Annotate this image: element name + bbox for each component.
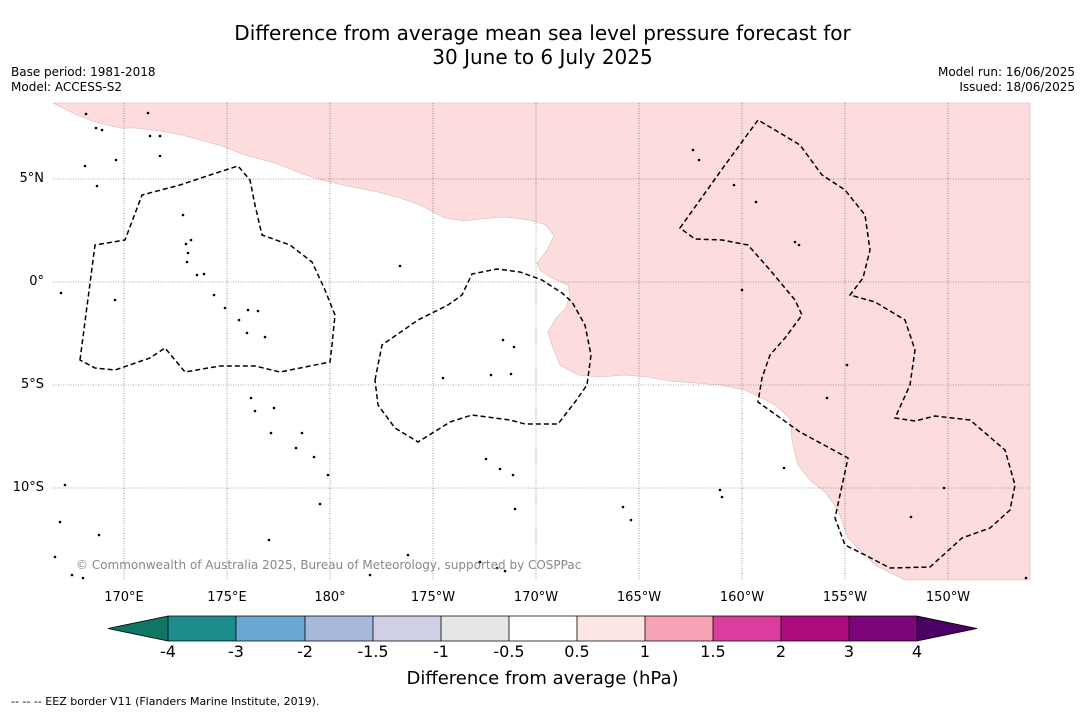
- eez-border-right: [678, 119, 1016, 569]
- meta-right: Model run: 16/06/2025 Issued: 18/06/2025: [938, 65, 1075, 95]
- colorbar-tick: -0.5: [493, 642, 525, 661]
- colorbar-tick: -1.5: [357, 642, 389, 661]
- issued-text: Issued: 18/06/2025: [959, 80, 1075, 94]
- colorbar-tick: 2: [775, 642, 787, 661]
- lon-label-165w: 165°W: [616, 590, 662, 605]
- colorbar-tick: -3: [228, 642, 244, 661]
- colorbar-segment-8: [645, 616, 713, 641]
- lat-label-10s: 10°S: [12, 480, 44, 495]
- lon-label-175e: 175°E: [207, 590, 247, 605]
- colorbar-tick: 0.5: [564, 642, 590, 661]
- colorbar-segment-11: [849, 616, 917, 641]
- base-period-text: Base period: 1981-2018: [11, 65, 156, 79]
- colorbar-low-extend: [108, 616, 168, 641]
- colorbar-segment-5: [441, 616, 509, 641]
- colorbar-tick: -2: [297, 642, 313, 661]
- eez-borders: [79, 119, 1016, 569]
- lon-label-170e: 170°E: [104, 590, 144, 605]
- colorbar-dividers: [167, 616, 918, 641]
- lon-label-155w: 155°W: [822, 590, 868, 605]
- colorbar-label: Difference from average (hPa): [406, 668, 679, 689]
- title-line-1: Difference from average mean sea level p…: [234, 21, 851, 45]
- lat-label-5n: 5°N: [19, 171, 45, 186]
- gridlines: [53, 103, 1030, 580]
- colorbar-tick: -1: [433, 642, 449, 661]
- eez-border-center: [374, 268, 592, 443]
- lon-label-170w: 170°W: [513, 590, 559, 605]
- title-line-2: 30 June to 6 July 2025: [432, 45, 653, 69]
- lon-label-180: 180°: [314, 590, 346, 605]
- lon-label-160w: 160°W: [719, 590, 765, 605]
- eez-footnote: -- -- -- EEZ border V11 (Flanders Marine…: [11, 695, 320, 708]
- colorbar-segment-6: [509, 616, 577, 641]
- colorbar-tick: 4: [911, 642, 923, 661]
- islands: [53, 111, 1028, 580]
- lat-label-5s: 5°S: [20, 377, 44, 392]
- colorbar-segment-3: [305, 616, 373, 641]
- colorbar-segment-9: [713, 616, 781, 641]
- colorbar-segment-1: [168, 616, 236, 641]
- colorbar-tick: -4: [160, 642, 176, 661]
- lat-label-0: 0°: [29, 274, 44, 289]
- model-run-text: Model run: 16/06/2025: [937, 65, 1075, 79]
- colorbar-tick: 1.5: [700, 642, 726, 661]
- chart-title: Difference from average mean sea level p…: [0, 21, 1085, 69]
- colorbar-segment-7: [577, 616, 645, 641]
- colorbar-tick: 1: [639, 642, 651, 661]
- positive-anomaly-region: [52, 102, 1031, 581]
- lon-label-175w: 175°W: [410, 590, 456, 605]
- colorbar-high-extend: [917, 616, 977, 641]
- eez-border-left: [79, 165, 336, 373]
- colorbar-tick: 3: [843, 642, 855, 661]
- colorbar-segment-4: [373, 616, 441, 641]
- colorbar-segment-2: [236, 616, 305, 641]
- colorbar-segment-10: [781, 616, 849, 641]
- meta-left: Base period: 1981-2018 Model: ACCESS-S2: [11, 65, 156, 95]
- colorbar: [107, 615, 978, 642]
- lon-label-150w: 150°W: [925, 590, 971, 605]
- model-text: Model: ACCESS-S2: [11, 80, 123, 94]
- copyright-text: © Commonwealth of Australia 2025, Bureau…: [76, 558, 582, 572]
